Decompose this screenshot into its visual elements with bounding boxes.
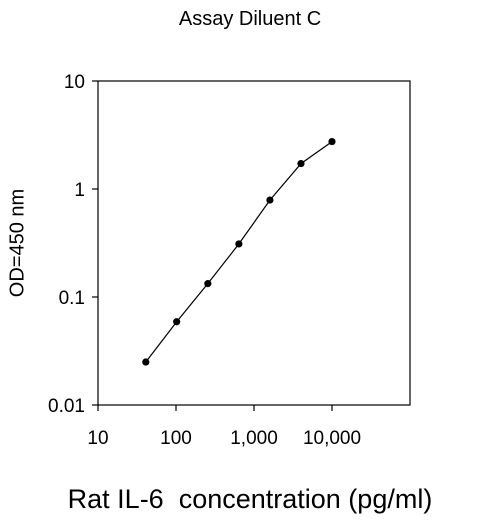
data-point — [328, 137, 336, 146]
data-point — [297, 159, 305, 168]
ticks: 10 100 1,000 10,000 0.01 0.1 1 10 — [48, 72, 361, 449]
series-layer — [142, 137, 336, 366]
x-tick-label: 100 — [160, 428, 192, 449]
data-point — [266, 196, 274, 204]
y-tick-label: 0.1 — [59, 288, 85, 309]
x-tick-label: 10 — [87, 428, 108, 449]
plot-frame — [97, 80, 411, 406]
y-tick-label: 10 — [64, 72, 85, 93]
data-point — [142, 358, 150, 366]
x-axis-label: Rat IL-6 concentration (pg/ml) — [67, 484, 433, 514]
data-point — [235, 240, 243, 248]
y-tick-label: 1 — [74, 180, 85, 201]
axes — [97, 80, 411, 406]
series-line — [145, 141, 333, 363]
x-tick-label: 1,000 — [230, 428, 278, 449]
data-point — [204, 280, 212, 288]
y-axis-label: OD=450 nm — [6, 188, 29, 298]
y-tick-label: 0.01 — [48, 396, 85, 417]
data-point — [173, 318, 181, 326]
x-tick-label: 10,000 — [303, 428, 361, 449]
chart-title: Assay Diluent C — [178, 8, 322, 30]
